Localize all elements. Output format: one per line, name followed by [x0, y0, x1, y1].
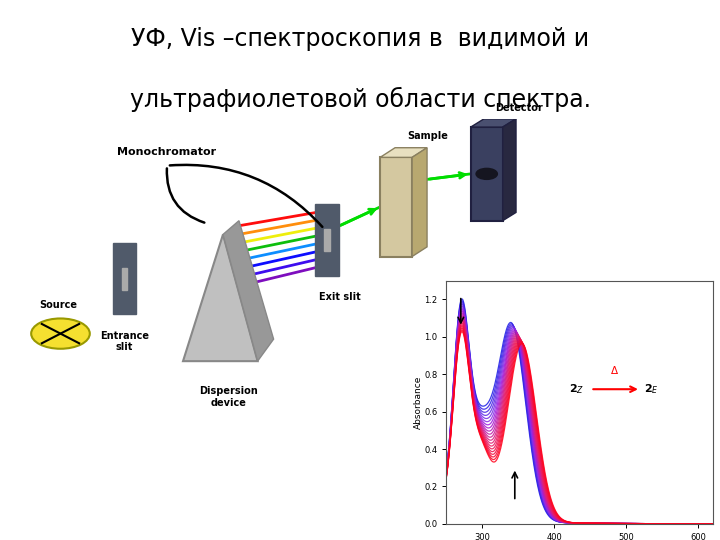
Text: $\Delta$: $\Delta$ — [611, 364, 619, 376]
Text: 2$_E$: 2$_E$ — [644, 382, 658, 396]
Text: Entrance
slit: Entrance slit — [100, 331, 149, 353]
Polygon shape — [380, 148, 427, 157]
Text: 2$_Z$: 2$_Z$ — [569, 382, 584, 396]
Text: ультрафиолетовой области спектра.: ультрафиолетовой области спектра. — [130, 86, 590, 112]
Polygon shape — [223, 221, 274, 361]
Polygon shape — [471, 119, 516, 127]
Text: Source: Source — [39, 300, 77, 310]
Bar — [113, 243, 136, 314]
Circle shape — [476, 168, 498, 179]
Bar — [324, 229, 330, 251]
Polygon shape — [183, 234, 258, 361]
Text: Exit slit: Exit slit — [320, 292, 361, 302]
Y-axis label: Absorbance: Absorbance — [414, 376, 423, 429]
Polygon shape — [503, 119, 516, 221]
Text: Monochromator: Monochromator — [117, 147, 217, 157]
Bar — [471, 127, 503, 221]
Bar — [380, 157, 412, 256]
Text: Dispersion
device: Dispersion device — [199, 386, 258, 408]
Bar — [122, 267, 127, 289]
Circle shape — [31, 319, 90, 349]
Polygon shape — [412, 148, 427, 256]
Text: УФ, Vis –спектроскопия в  видимой и: УФ, Vis –спектроскопия в видимой и — [131, 27, 589, 51]
Text: Detector: Detector — [495, 103, 543, 113]
Text: Sample: Sample — [408, 131, 449, 141]
Bar — [315, 204, 338, 276]
